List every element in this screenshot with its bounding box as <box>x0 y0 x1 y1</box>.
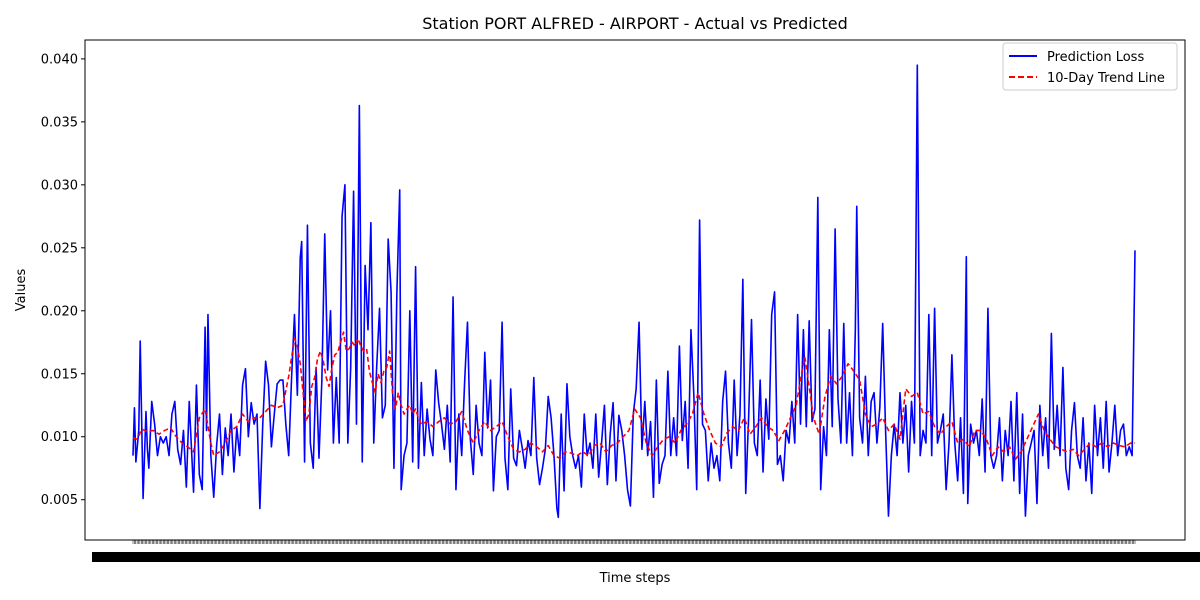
plot-frame <box>84 39 1186 541</box>
y-tick-label: 0.005 <box>41 493 78 508</box>
y-tick-label: 0.030 <box>41 178 78 193</box>
y-tick-label: 0.015 <box>41 367 78 382</box>
legend-label-prediction-loss: Prediction Loss <box>1047 50 1144 65</box>
chart-title: Station PORT ALFRED - AIRPORT - Actual v… <box>422 14 847 33</box>
y-axis-label: Values <box>14 269 29 312</box>
legend-box <box>1002 42 1178 91</box>
y-tick-label: 0.020 <box>41 304 78 319</box>
y-axis-ticks: 0.005 0.010 0.015 0.020 0.025 0.030 0.035 0.040 <box>41 52 85 508</box>
y-tick-label: 0.010 <box>41 430 78 445</box>
y-tick-label: 0.040 <box>41 52 78 67</box>
x-axis-label: Time steps <box>599 571 671 586</box>
series-trend-line <box>132 331 1135 461</box>
y-tick-label: 0.025 <box>41 241 78 256</box>
x-tick-labels-overlapping <box>92 552 1200 562</box>
y-tick-label: 0.035 <box>41 115 78 130</box>
series-layer <box>132 64 1136 519</box>
x-axis-ticks <box>92 540 1200 562</box>
series-prediction-loss-line <box>132 64 1136 519</box>
legend: Prediction Loss 10-Day Trend Line <box>1002 42 1178 91</box>
plot-area: 0.005 0.010 0.015 0.020 0.025 0.030 0.035 0.040 <box>41 39 1200 562</box>
x-tick-marks <box>132 540 1136 544</box>
legend-label-trend-line: 10-Day Trend Line <box>1047 71 1165 86</box>
